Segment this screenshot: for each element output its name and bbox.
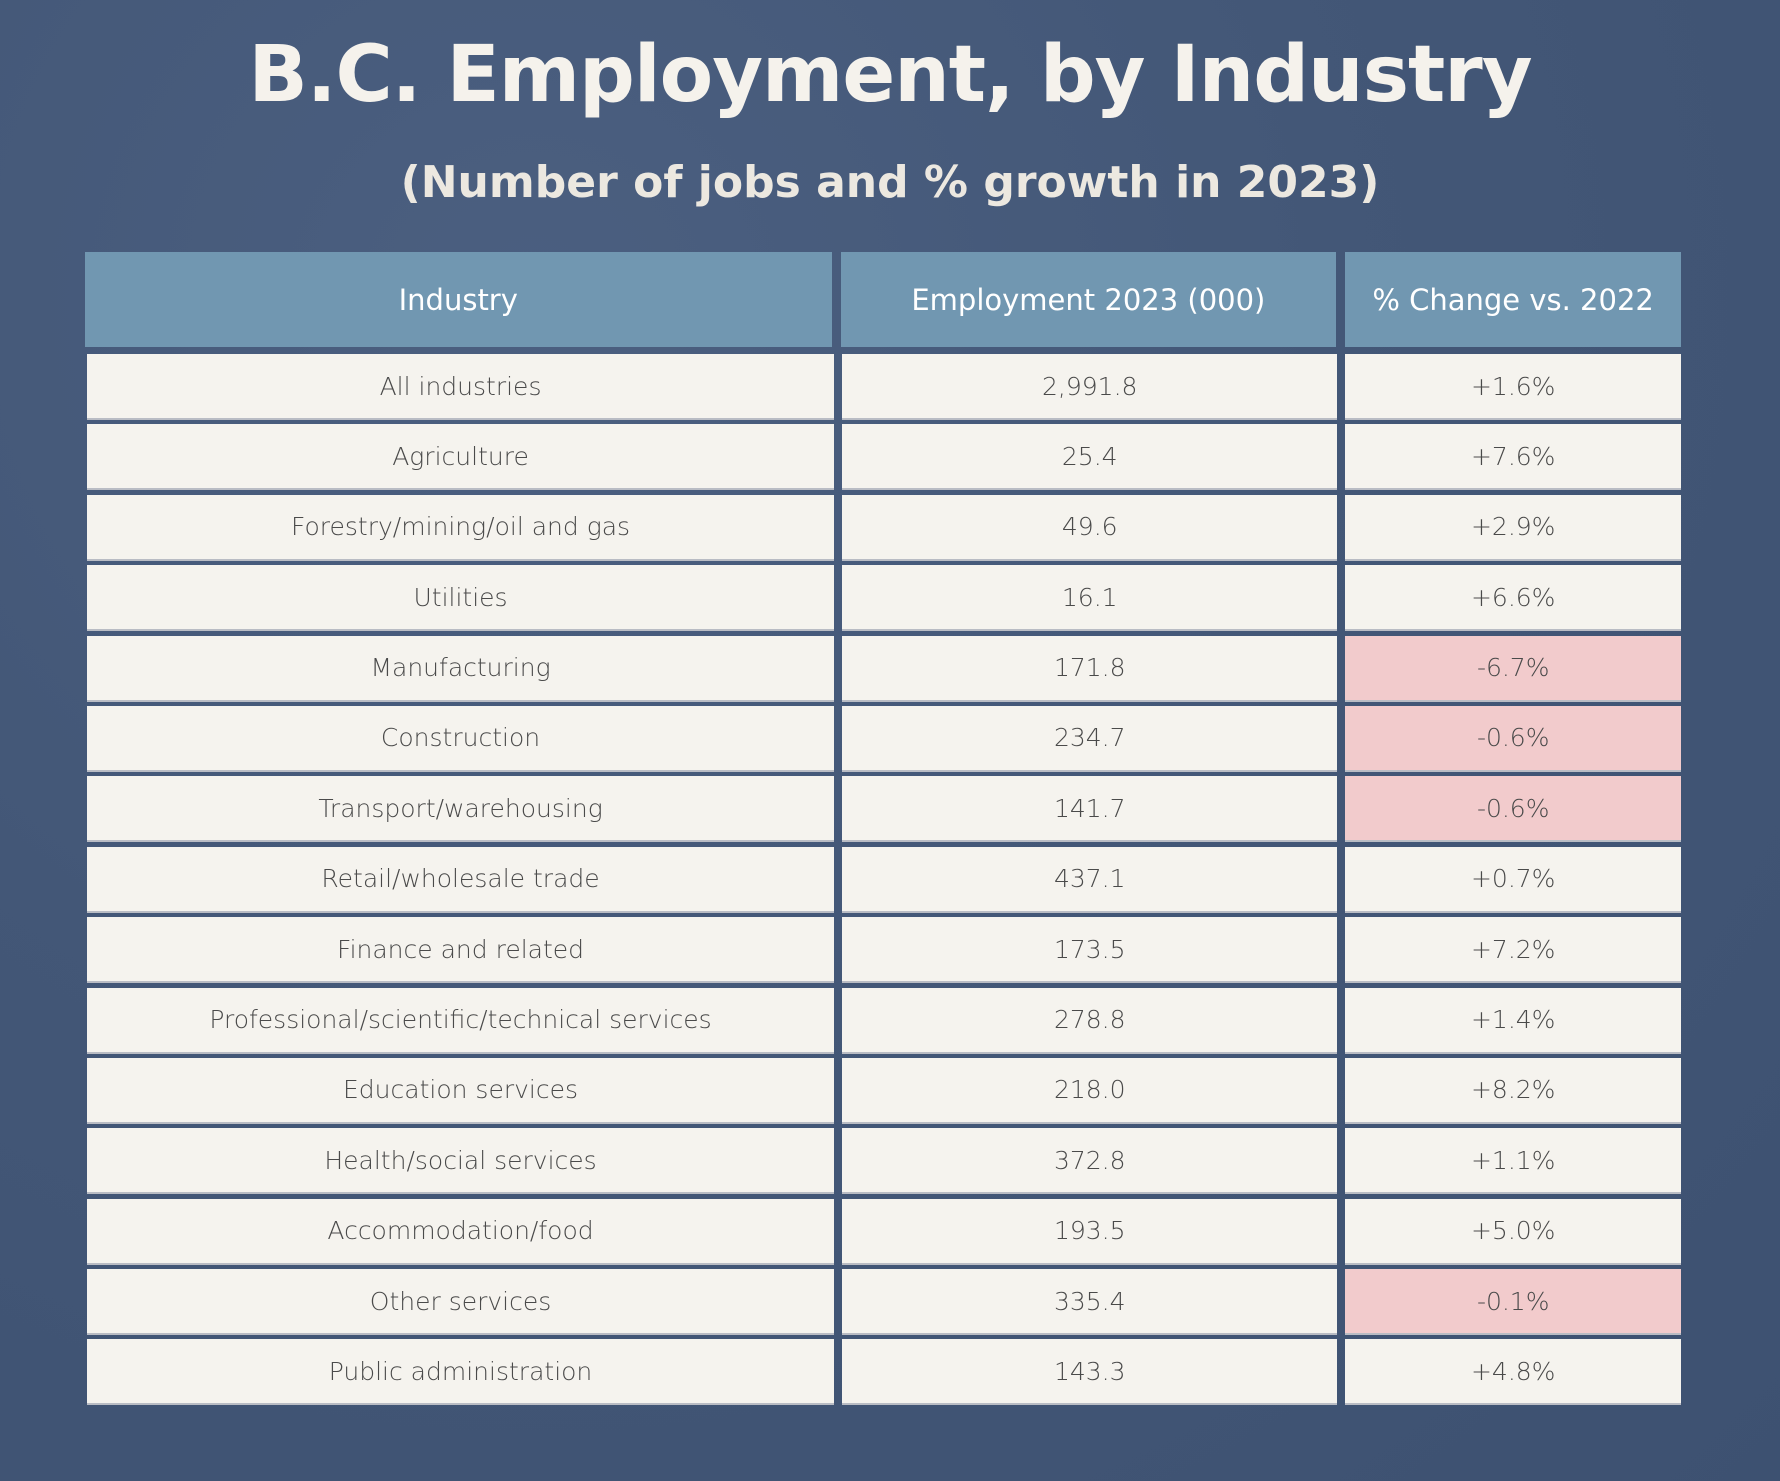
table-header-row: Industry Employment 2023 (000) % Change …	[85, 252, 1681, 347]
employment-cell: 141.7	[842, 776, 1338, 841]
page-title: B.C. Employment, by Industry	[248, 30, 1532, 120]
header-industry: Industry	[85, 252, 832, 347]
employment-cell: 173.5	[842, 917, 1338, 982]
change-cell: +0.7%	[1345, 846, 1681, 911]
table-row: Health/social services 372.8 +1.1%	[85, 1128, 1681, 1193]
employment-cell: 2,991.8	[842, 354, 1338, 418]
employment-cell: 218.0	[842, 1057, 1338, 1122]
employment-cell: 437.1	[842, 846, 1338, 911]
change-cell: +2.9%	[1345, 494, 1681, 559]
header-change: % Change vs. 2022	[1345, 252, 1681, 347]
change-cell: +5.0%	[1345, 1198, 1681, 1263]
change-cell: +7.6%	[1345, 424, 1681, 489]
header-employment: Employment 2023 (000)	[840, 252, 1337, 347]
change-cell: +1.6%	[1345, 354, 1681, 418]
table-row: Professional/scientific/technical servic…	[85, 987, 1681, 1052]
change-cell: +6.6%	[1345, 565, 1681, 630]
industry-cell: Public administration	[87, 1339, 835, 1404]
industry-cell: Education services	[87, 1057, 835, 1122]
page-subtitle: (Number of jobs and % growth in 2023)	[400, 157, 1380, 208]
table-row: Transport/warehousing 141.7 -0.6%	[85, 776, 1681, 841]
table-row: Utilities 16.1 +6.6%	[85, 565, 1681, 630]
industry-cell: Other services	[87, 1269, 835, 1334]
change-cell: +1.4%	[1345, 987, 1681, 1052]
industry-cell: Forestry/mining/oil and gas	[87, 494, 835, 559]
table-row: Agriculture 25.4 +7.6%	[85, 424, 1681, 489]
employment-cell: 16.1	[842, 565, 1338, 630]
industry-cell: Accommodation/food	[87, 1198, 835, 1263]
industry-cell: Utilities	[87, 565, 835, 630]
industry-cell: Manufacturing	[87, 635, 835, 700]
change-cell: -6.7%	[1345, 635, 1681, 700]
table-row: Forestry/mining/oil and gas 49.6 +2.9%	[85, 494, 1681, 559]
employment-cell: 278.8	[842, 987, 1338, 1052]
industry-cell: Health/social services	[87, 1128, 835, 1193]
industry-cell: Professional/scientific/technical servic…	[87, 987, 835, 1052]
industry-cell: All industries	[87, 354, 835, 418]
table-row: Finance and related 173.5 +7.2%	[85, 917, 1681, 982]
change-cell: +1.1%	[1345, 1128, 1681, 1193]
industry-cell: Retail/wholesale trade	[87, 846, 835, 911]
employment-cell: 193.5	[842, 1198, 1338, 1263]
change-cell: +4.8%	[1345, 1339, 1681, 1404]
table-row: Manufacturing 171.8 -6.7%	[85, 635, 1681, 700]
employment-cell: 25.4	[842, 424, 1338, 489]
table-row: Other services 335.4 -0.1%	[85, 1269, 1681, 1334]
table-body: All industries 2,991.8 +1.6% Agriculture 25.…	[85, 354, 1681, 1404]
industry-cell: Agriculture	[87, 424, 835, 489]
table-row: Retail/wholesale trade 437.1 +0.7%	[85, 846, 1681, 911]
employment-cell: 143.3	[842, 1339, 1338, 1404]
change-cell: +8.2%	[1345, 1057, 1681, 1122]
employment-cell: 234.7	[842, 705, 1338, 770]
table-row: Accommodation/food 193.5 +5.0%	[85, 1198, 1681, 1263]
change-cell: -0.6%	[1345, 776, 1681, 841]
employment-cell: 372.8	[842, 1128, 1338, 1193]
table-row: Education services 218.0 +8.2%	[85, 1057, 1681, 1122]
table-row: Public administration 143.3 +4.8%	[85, 1339, 1681, 1404]
employment-cell: 171.8	[842, 635, 1338, 700]
industry-cell: Transport/warehousing	[87, 776, 835, 841]
industry-cell: Finance and related	[87, 917, 835, 982]
employment-cell: 335.4	[842, 1269, 1338, 1334]
change-cell: -0.1%	[1345, 1269, 1681, 1334]
table-row: Construction 234.7 -0.6%	[85, 705, 1681, 770]
industry-cell: Construction	[87, 705, 835, 770]
change-cell: -0.6%	[1345, 705, 1681, 770]
change-cell: +7.2%	[1345, 917, 1681, 982]
employment-cell: 49.6	[842, 494, 1338, 559]
table-row: All industries 2,991.8 +1.6%	[85, 354, 1681, 418]
employment-table: Industry Employment 2023 (000) % Change …	[85, 252, 1681, 1410]
